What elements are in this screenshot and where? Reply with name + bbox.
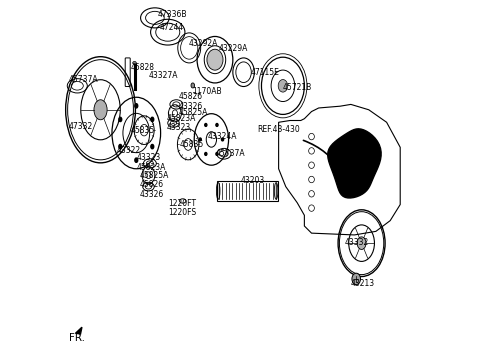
Ellipse shape bbox=[199, 138, 201, 141]
Text: 43213: 43213 bbox=[351, 279, 375, 288]
Text: 45737A: 45737A bbox=[216, 149, 245, 158]
Ellipse shape bbox=[205, 153, 207, 155]
Ellipse shape bbox=[221, 138, 224, 141]
Polygon shape bbox=[328, 129, 381, 198]
Text: 45826
43326: 45826 43326 bbox=[179, 92, 203, 111]
Ellipse shape bbox=[216, 123, 218, 126]
Text: 47115E: 47115E bbox=[251, 68, 280, 77]
Text: 43292A: 43292A bbox=[188, 39, 217, 48]
Text: 43324A: 43324A bbox=[208, 132, 237, 141]
Ellipse shape bbox=[119, 144, 122, 149]
Text: 47244: 47244 bbox=[159, 23, 184, 32]
Text: 45823A
43323: 45823A 43323 bbox=[167, 114, 196, 132]
Text: 45721B: 45721B bbox=[283, 83, 312, 92]
Text: 43323
45823A: 43323 45823A bbox=[136, 153, 166, 172]
Ellipse shape bbox=[94, 100, 107, 120]
Ellipse shape bbox=[275, 183, 278, 199]
Text: 43229A: 43229A bbox=[218, 45, 248, 53]
Ellipse shape bbox=[352, 273, 360, 285]
Polygon shape bbox=[75, 327, 82, 334]
Text: 43322: 43322 bbox=[117, 146, 141, 155]
Text: 1220FT
1220FS: 1220FT 1220FS bbox=[168, 199, 197, 218]
Text: 43203: 43203 bbox=[240, 176, 265, 185]
Text: 45828: 45828 bbox=[131, 64, 155, 73]
Ellipse shape bbox=[205, 123, 207, 126]
Ellipse shape bbox=[119, 117, 122, 122]
Text: 43332: 43332 bbox=[345, 238, 369, 247]
Text: 45825A: 45825A bbox=[140, 172, 169, 181]
Text: 45826
43326: 45826 43326 bbox=[139, 180, 163, 199]
Text: 1170AB: 1170AB bbox=[192, 87, 221, 96]
Ellipse shape bbox=[151, 144, 154, 149]
Ellipse shape bbox=[216, 183, 220, 199]
Text: 45825A: 45825A bbox=[179, 108, 208, 117]
Text: 43327A: 43327A bbox=[149, 71, 178, 80]
Bar bbox=[217, 181, 277, 201]
Text: 45835: 45835 bbox=[131, 126, 155, 135]
Ellipse shape bbox=[135, 104, 138, 108]
Text: FR.: FR. bbox=[69, 332, 85, 342]
Ellipse shape bbox=[357, 237, 366, 250]
Ellipse shape bbox=[191, 83, 194, 88]
Ellipse shape bbox=[216, 153, 218, 155]
Ellipse shape bbox=[135, 158, 138, 162]
Text: REF.43-430: REF.43-430 bbox=[257, 125, 300, 134]
Ellipse shape bbox=[132, 61, 136, 64]
Text: 47332: 47332 bbox=[68, 122, 93, 131]
Text: 45737A: 45737A bbox=[68, 75, 98, 84]
Ellipse shape bbox=[151, 117, 154, 122]
Text: 45835: 45835 bbox=[179, 140, 204, 149]
Ellipse shape bbox=[207, 49, 223, 70]
Text: 47336B: 47336B bbox=[158, 10, 187, 19]
Ellipse shape bbox=[278, 79, 288, 92]
